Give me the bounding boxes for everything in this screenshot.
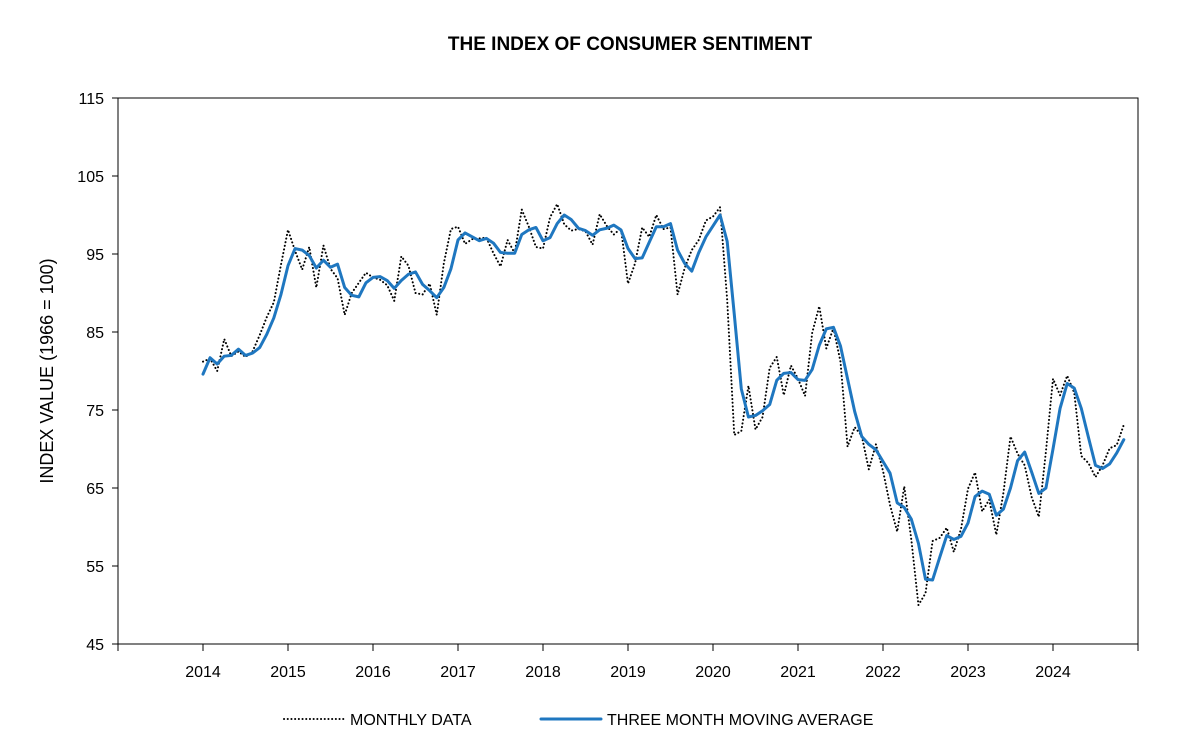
series-layer <box>201 203 1126 606</box>
x-tick-label: 2018 <box>525 664 561 681</box>
x-tick-label: 2022 <box>865 664 901 681</box>
y-tick-label: 45 <box>86 637 104 654</box>
series-points-1 <box>203 215 1124 580</box>
x-tick-label: 2014 <box>185 664 221 681</box>
y-tick-label: 65 <box>86 481 104 498</box>
y-axis-label: INDEX VALUE (1966 = 100) <box>37 258 57 483</box>
chart-title: THE INDEX OF CONSUMER SENTIMENT <box>447 34 813 55</box>
x-axis: 2014 2015 2016 2017 2018 2019 2020 2021 2022 2023… <box>117 644 1139 681</box>
x-tick-label: 2024 <box>1035 664 1071 681</box>
y-tick-label: 115 <box>78 91 104 108</box>
x-tick-label: 2023 <box>950 664 986 681</box>
legend: MONTHLY DATA THREE MONTH MOVING AVERAGE <box>283 712 873 729</box>
y-tick-label: 55 <box>86 559 104 576</box>
y-tick-label: 105 <box>77 169 104 186</box>
series-points-0 <box>203 204 1124 605</box>
x-tick-label: 2016 <box>355 664 391 681</box>
plot-area <box>117 97 1139 645</box>
x-tick-label: 2017 <box>440 664 476 681</box>
series-line-three-month-moving-average <box>201 213 1126 582</box>
x-tick-label: 2019 <box>610 664 646 681</box>
x-tick-label: 2021 <box>780 664 816 681</box>
x-tick-label: 2015 <box>270 664 306 681</box>
x-tick-label: 2020 <box>695 664 731 681</box>
y-tick-label: 75 <box>86 403 104 420</box>
y-axis: 45 55 65 75 85 95 105 115 <box>77 91 118 654</box>
plot-frame <box>117 97 1139 645</box>
legend-label-three-month-moving-average: THREE MONTH MOVING AVERAGE <box>607 712 873 729</box>
legend-label-monthly-data: MONTHLY DATA <box>350 712 472 729</box>
y-tick-label: 85 <box>86 325 104 342</box>
y-tick-label: 95 <box>86 247 104 264</box>
series-line-monthly-data <box>202 203 1125 606</box>
